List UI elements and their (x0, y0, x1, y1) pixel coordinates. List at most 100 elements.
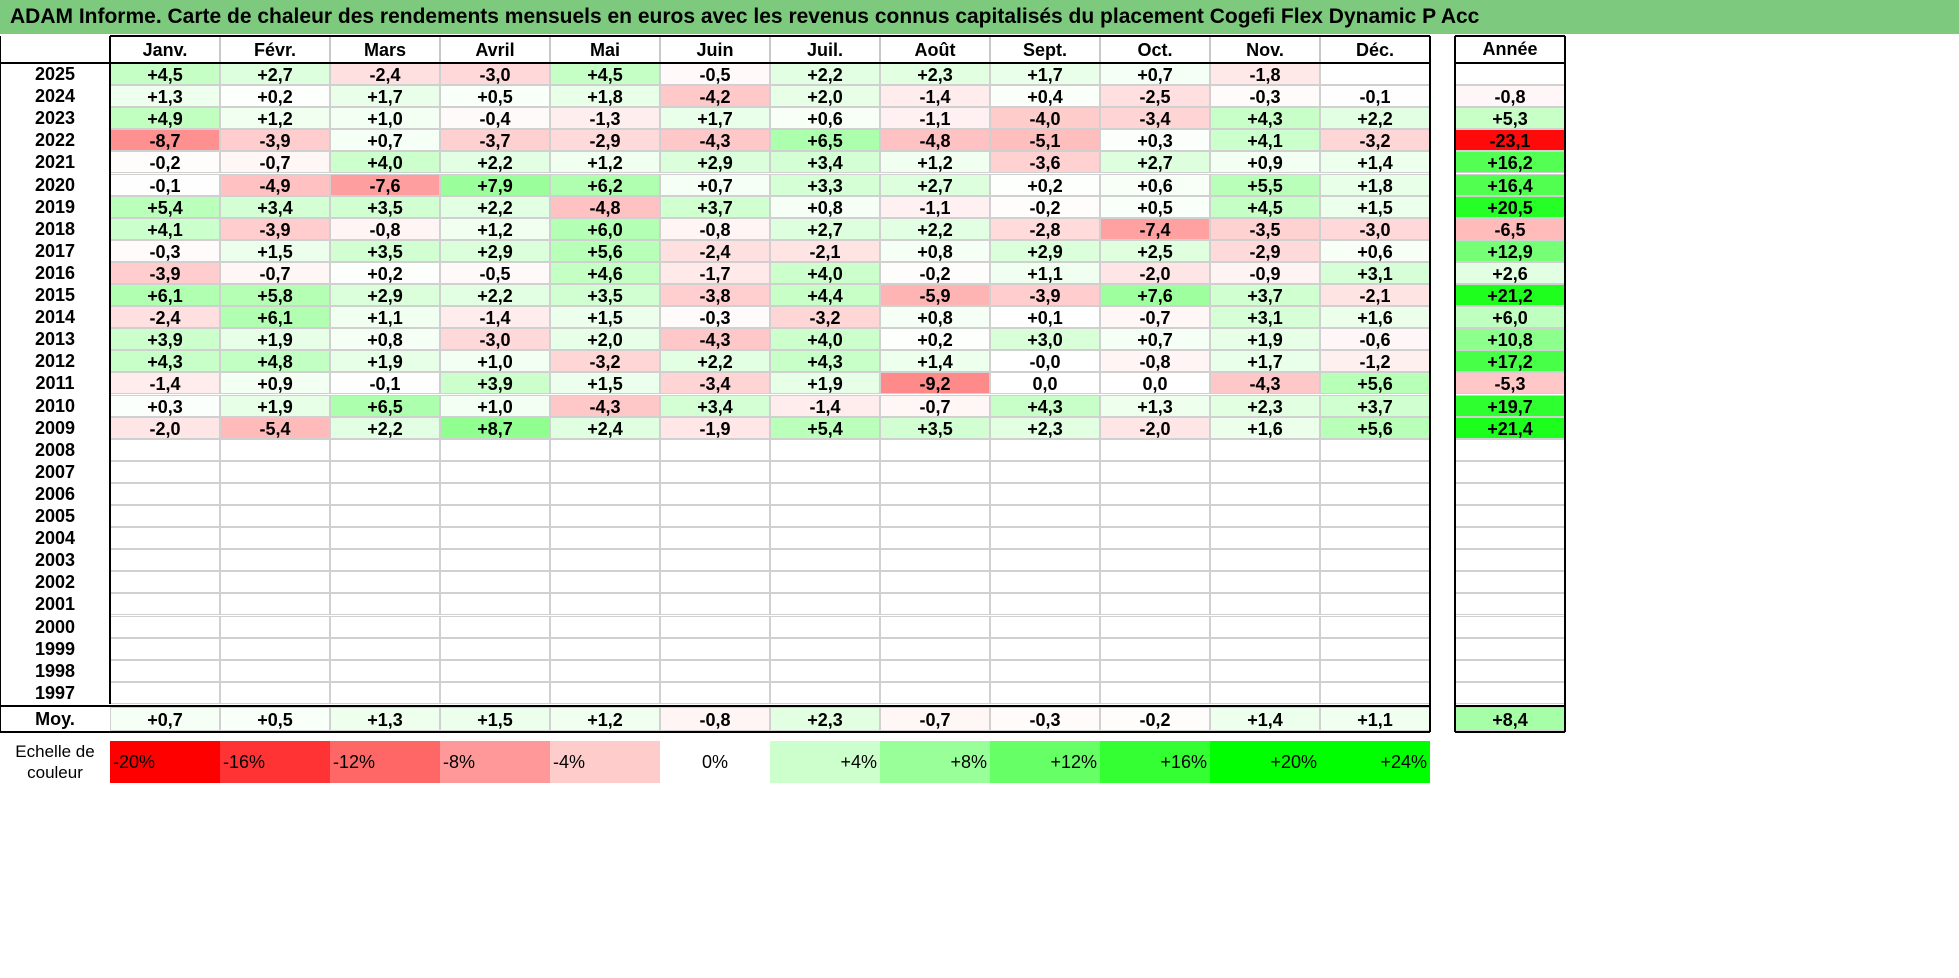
frame-line (0, 705, 1430, 707)
heatmap-cell: +1,5 (220, 239, 330, 262)
heatmap-cell: +4,8 (220, 350, 330, 373)
average-cell: +1,2 (550, 707, 660, 731)
heatmap-cell: +3,7 (1320, 394, 1430, 417)
heatmap-cell (1210, 482, 1320, 505)
heatmap-cell (550, 460, 660, 483)
heatmap-cell: +2,2 (330, 416, 440, 439)
annual-cell (1455, 438, 1565, 461)
average-cell: -0,8 (660, 707, 770, 731)
month-header: Juin (660, 36, 770, 63)
heatmap-cell (220, 549, 330, 572)
heatmap-cell: -0,8 (330, 217, 440, 240)
heatmap-cell: -3,0 (440, 328, 550, 351)
heatmap-cell: +2,7 (220, 63, 330, 86)
heatmap-cell (1320, 571, 1430, 594)
heatmap-cell (1320, 593, 1430, 616)
annual-cell (1455, 637, 1565, 660)
heatmap-cell: -4,9 (220, 173, 330, 196)
heatmap-cell: +3,9 (110, 328, 220, 351)
heatmap-cell: -1,4 (770, 394, 880, 417)
heatmap-cell: -0,4 (440, 107, 550, 130)
year-label: 1998 (34, 660, 76, 681)
heatmap-cell: +0,2 (220, 85, 330, 108)
heatmap-cell (220, 593, 330, 616)
heatmap-cell: +0,2 (330, 261, 440, 284)
heatmap-cell: +4,5 (110, 63, 220, 86)
heatmap-cell: -0,0 (990, 350, 1100, 373)
heatmap-cell: +1,9 (330, 350, 440, 373)
average-annual-cell: +8,4 (1455, 707, 1565, 731)
heatmap-cell: -3,9 (990, 284, 1100, 307)
heatmap-cell (330, 593, 440, 616)
heatmap-cell: +0,7 (330, 129, 440, 152)
annual-cell: +12,9 (1455, 239, 1565, 262)
heatmap-cell (330, 681, 440, 704)
heatmap-cell: -0,7 (220, 151, 330, 174)
annual-cell: -5,3 (1455, 372, 1565, 395)
heatmap-cell (1100, 549, 1210, 572)
heatmap-cell (880, 549, 990, 572)
heatmap-cell: +2,3 (990, 416, 1100, 439)
heatmap-cell: +3,7 (660, 195, 770, 218)
heatmap-cell: +4,0 (770, 328, 880, 351)
year-label: 2024 (34, 86, 76, 107)
heatmap-cell (1100, 615, 1210, 638)
heatmap-cell (440, 482, 550, 505)
heatmap-cell: +4,3 (990, 394, 1100, 417)
annual-cell: +5,3 (1455, 107, 1565, 130)
heatmap-cell: +2,9 (330, 284, 440, 307)
heatmap-cell: -0,9 (1210, 261, 1320, 284)
heatmap-cell (110, 482, 220, 505)
heatmap-cell (880, 460, 990, 483)
heatmap-cell: -4,8 (880, 129, 990, 152)
year-label: 2015 (34, 285, 76, 305)
heatmap-cell (1210, 571, 1320, 594)
heatmap-cell: -0,1 (330, 372, 440, 395)
month-header: Oct. (1100, 36, 1210, 63)
annual-cell: +20,5 (1455, 195, 1565, 218)
heatmap-cell (220, 527, 330, 550)
heatmap-cell (1210, 659, 1320, 682)
heatmap-cell (110, 681, 220, 704)
heatmap-cell (1100, 482, 1210, 505)
heatmap-cell (990, 615, 1100, 638)
heatmap-cell: -3,4 (1100, 107, 1210, 130)
frame-line (1455, 35, 1565, 37)
heatmap-cell (880, 637, 990, 660)
heatmap-cell (550, 438, 660, 461)
heatmap-cell: +4,3 (770, 350, 880, 373)
heatmap-cell: +3,4 (770, 151, 880, 174)
heatmap-cell (880, 615, 990, 638)
heatmap-cell: +7,6 (1100, 284, 1210, 307)
heatmap-cell: -0,5 (440, 261, 550, 284)
heatmap-cell: +1,3 (1100, 394, 1210, 417)
heatmap-cell (1100, 505, 1210, 528)
heatmap-cell (330, 637, 440, 660)
heatmap-cell (1100, 593, 1210, 616)
heatmap-cell: -3,9 (220, 129, 330, 152)
heatmap-cell (1320, 681, 1430, 704)
heatmap-cell: +2,4 (550, 416, 660, 439)
heatmap-cell (440, 460, 550, 483)
heatmap-cell: +6,1 (110, 284, 220, 307)
heatmap-cell: +4,5 (1210, 195, 1320, 218)
heatmap-cell: +3,3 (770, 173, 880, 196)
heatmap-cell: +1,9 (220, 328, 330, 351)
heatmap-cell (110, 549, 220, 572)
heatmap-cell: +4,3 (110, 350, 220, 373)
month-header: Avril (440, 36, 550, 63)
heatmap-cell: +4,0 (330, 151, 440, 174)
heatmap-cell (110, 505, 220, 528)
heatmap-cell: +5,4 (110, 195, 220, 218)
heatmap-cell (990, 593, 1100, 616)
year-label: 2019 (34, 196, 76, 217)
annual-cell: +6,0 (1455, 306, 1565, 329)
average-label: Moy. (35, 709, 75, 729)
heatmap-cell: +5,4 (770, 416, 880, 439)
heatmap-cell (880, 681, 990, 704)
annual-cell: -23,1 (1455, 129, 1565, 152)
heatmap-cell (440, 505, 550, 528)
color-scale-swatch: -8% (440, 741, 550, 783)
heatmap-cell (1210, 615, 1320, 638)
month-header: Mai (550, 36, 660, 63)
